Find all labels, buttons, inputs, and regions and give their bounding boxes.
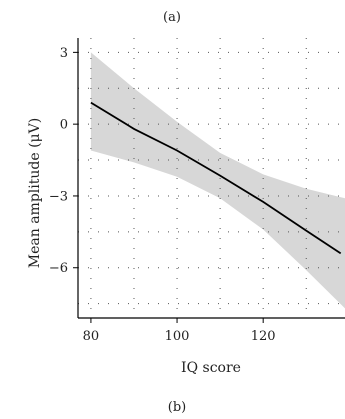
x-tick-label: 100 [165,329,190,344]
confidence-band [90,52,345,309]
y-tick-label: 3 [60,46,68,61]
x-tick-label: 80 [83,329,100,344]
y-axis-title: Mean amplitude (μV) [27,118,43,268]
y-tick-label: −6 [49,261,68,276]
plot-area [77,38,345,319]
y-tick-label: 0 [60,118,68,133]
panel-label-top: (a) [163,10,181,25]
panel-label-bottom: (b) [168,400,186,415]
grid [78,38,345,318]
x-axis-title: IQ score [181,360,241,376]
y-tick-label: −3 [49,189,68,204]
x-tick-label: 120 [251,329,276,344]
ticks: 3 0 −3 −6 80 100 120 [49,46,276,344]
series-line [90,101,342,255]
